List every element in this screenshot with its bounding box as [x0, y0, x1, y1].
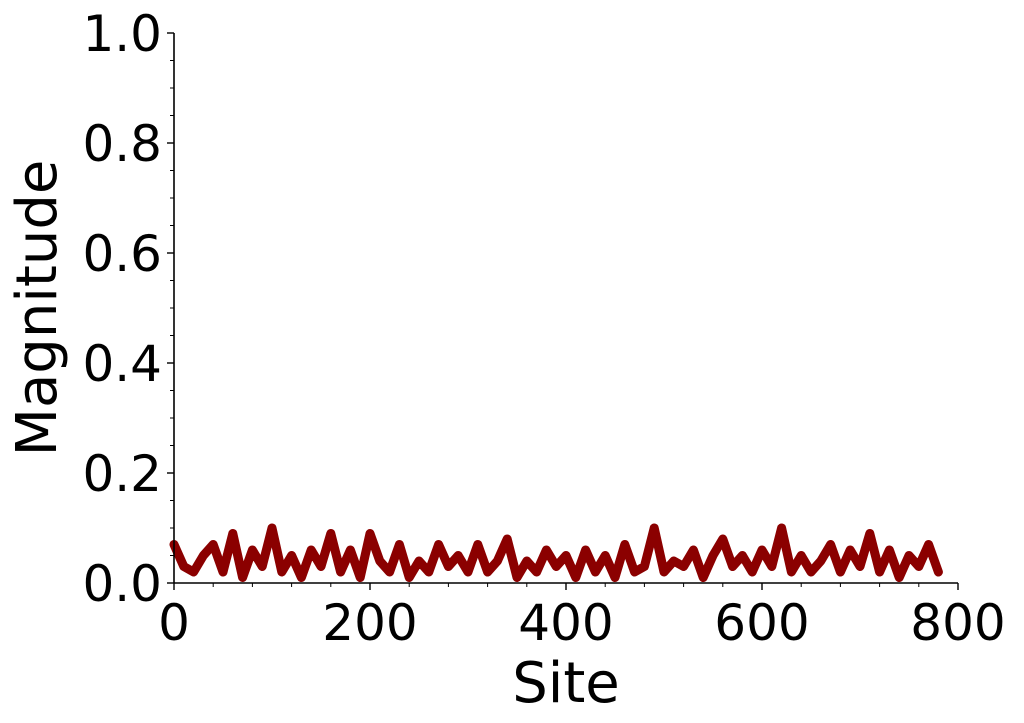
- x-tick-label: 800: [910, 594, 1005, 652]
- y-tick-label: 0.4: [82, 335, 162, 393]
- x-tick-label: 0: [158, 594, 190, 652]
- x-tick-label: 200: [322, 594, 417, 652]
- y-tick-label: 0.0: [82, 555, 162, 613]
- series-layer: [169, 523, 943, 582]
- y-tick-label: 1.0: [82, 5, 162, 63]
- x-axis-label: Site: [512, 651, 620, 716]
- magnitude-series-line: [169, 523, 943, 582]
- minor-ticks: [170, 32, 959, 587]
- y-ticks: 0.0 0.2 0.4 0.6 0.8 1.0: [82, 5, 174, 613]
- x-tick-label: 400: [518, 594, 613, 652]
- x-tick-label: 600: [714, 594, 809, 652]
- y-tick-label: 0.2: [82, 445, 162, 503]
- y-tick-label: 0.8: [82, 115, 162, 173]
- y-axis-label: Magnitude: [5, 160, 70, 457]
- x-ticks: 0 200 400 600 800: [158, 583, 1006, 652]
- y-tick-label: 0.6: [82, 225, 162, 283]
